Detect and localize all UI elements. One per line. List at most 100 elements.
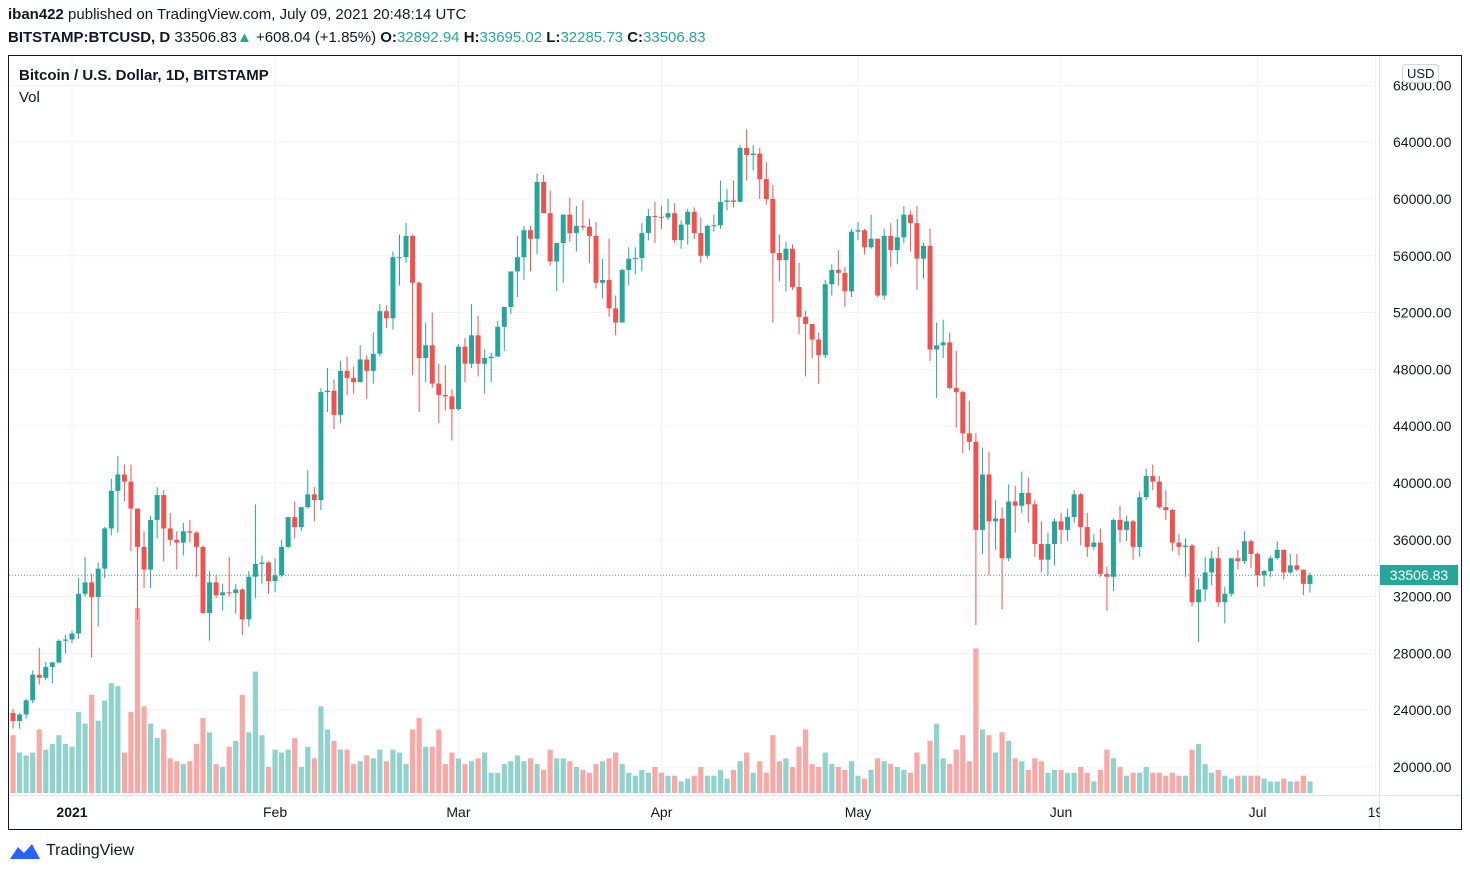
candle-body (501, 306, 507, 327)
volume-bar (206, 732, 213, 793)
volume-bar (508, 761, 514, 793)
volume-bar (239, 694, 245, 793)
tradingview-logo[interactable]: TradingView (8, 842, 134, 860)
candle (259, 555, 265, 584)
candle (1268, 555, 1274, 577)
volume-bar (1163, 775, 1169, 793)
candle (875, 238, 881, 297)
candle (43, 661, 49, 681)
author-name[interactable]: iban422 (8, 6, 64, 23)
candle-body (344, 370, 350, 378)
volume-bar (331, 740, 337, 793)
volume-bar (789, 766, 796, 793)
volume-bar (920, 764, 927, 793)
candle (986, 451, 992, 576)
candle-body (848, 231, 854, 292)
time-tick-label: 19 (1368, 804, 1384, 820)
volume-bar (220, 766, 226, 793)
last-price: 33506.83 (174, 29, 237, 46)
volume-bar (842, 769, 848, 793)
candle (993, 500, 999, 550)
volume-bar (829, 764, 835, 793)
volume-bar (134, 608, 141, 793)
candle (632, 247, 638, 275)
volume-bar (468, 761, 475, 793)
volume-bar (1150, 772, 1156, 793)
time-tick-label: Jul (1249, 804, 1267, 820)
candle-body (397, 257, 402, 259)
candle-body (921, 245, 926, 259)
candle (586, 218, 592, 263)
candle-body (783, 248, 789, 261)
candle-body (279, 546, 285, 576)
candle-body (220, 592, 226, 596)
volume-bar (396, 752, 403, 793)
candle-body (626, 258, 632, 270)
candle-body (436, 383, 442, 395)
volume-bar (501, 764, 507, 793)
candle (1176, 534, 1182, 556)
candle (567, 197, 573, 242)
volume-bar (1065, 772, 1071, 793)
candle-body (691, 211, 697, 234)
candle-body (711, 225, 717, 227)
volume-bar (233, 740, 239, 793)
volume-bar (1169, 772, 1175, 793)
volume-bar (1071, 772, 1077, 793)
volume-bar (102, 700, 108, 793)
volume-bar (711, 775, 717, 793)
candle-body (180, 531, 186, 543)
candle (842, 267, 848, 307)
candle-body (639, 233, 645, 258)
volume-bar (665, 775, 671, 793)
volume-bar (672, 775, 678, 793)
volume-bar (30, 752, 36, 793)
volume-bar (187, 761, 193, 793)
price-tick-label: 40000.00 (1393, 475, 1452, 491)
candle-body (193, 532, 199, 547)
volume-bar (370, 758, 376, 793)
volume-bar (835, 766, 841, 793)
candle-body (1183, 545, 1188, 547)
volume-bar (292, 738, 298, 793)
candle (921, 243, 926, 279)
candle (848, 228, 854, 297)
candle-body (645, 216, 651, 234)
candle (36, 647, 42, 685)
time-tick-label: 2021 (56, 804, 87, 820)
publish-text: published on TradingView.com, July 09, 2… (68, 6, 467, 23)
volume-bar (1078, 766, 1084, 793)
candle-body (888, 235, 894, 251)
candle (770, 184, 776, 323)
volume-bar (89, 694, 95, 793)
candle (999, 507, 1005, 610)
candle-body (790, 248, 795, 288)
candle-body (862, 230, 868, 248)
candle-body (960, 392, 966, 434)
volume-bar (934, 723, 940, 793)
candle-body (685, 211, 691, 225)
candle-body (43, 666, 49, 678)
candle-body (1117, 519, 1123, 530)
currency-button[interactable]: USD (1402, 64, 1440, 83)
volume-bar (193, 743, 200, 793)
candle-body (30, 674, 36, 701)
candle-body (1150, 475, 1156, 482)
candle-body (993, 518, 999, 522)
candle-body (514, 257, 520, 272)
volume-legend[interactable]: Vol (19, 89, 40, 106)
candle (580, 200, 586, 231)
candle-body (1097, 542, 1103, 574)
time-tick-label: May (845, 804, 871, 820)
candle (272, 558, 278, 593)
candle (894, 218, 900, 265)
candle (167, 512, 173, 546)
candle (691, 207, 697, 239)
volume-bar (56, 735, 62, 793)
candle (462, 338, 468, 383)
volume-bar (1254, 775, 1261, 793)
candle-body (816, 339, 822, 356)
candle-body (1110, 519, 1116, 577)
series-title[interactable]: Bitcoin / U.S. Dollar, 1D, BITSTAMP (19, 67, 269, 84)
